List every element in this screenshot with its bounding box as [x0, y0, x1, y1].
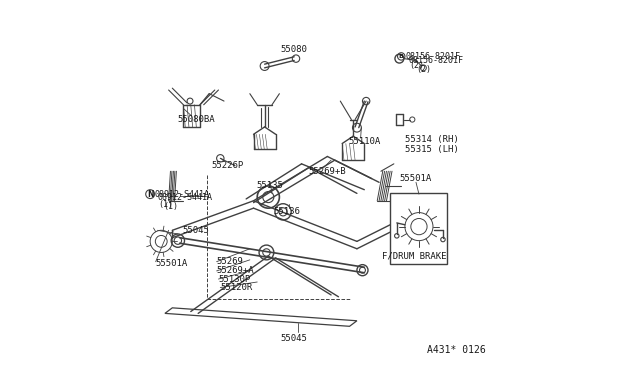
Text: 55269: 55269	[216, 257, 243, 266]
Text: N: N	[147, 190, 154, 199]
Text: B: B	[399, 54, 404, 59]
Text: 55315 (LH): 55315 (LH)	[405, 145, 459, 154]
Text: 55226P: 55226P	[212, 161, 244, 170]
Text: (2): (2)	[416, 65, 431, 74]
Text: 55130P: 55130P	[218, 275, 251, 283]
Text: (2): (2)	[410, 61, 425, 70]
Text: 55269+B: 55269+B	[308, 167, 346, 176]
Text: 55269+A: 55269+A	[216, 266, 254, 275]
Text: 55080BA: 55080BA	[177, 115, 215, 124]
Text: 55501A: 55501A	[156, 259, 188, 268]
Text: 08156-8201F: 08156-8201F	[408, 56, 463, 65]
Text: 55314 (RH): 55314 (RH)	[405, 135, 459, 144]
Text: 55136: 55136	[273, 207, 300, 217]
Text: 55120R: 55120R	[220, 283, 253, 292]
Text: 08156-8201F: 08156-8201F	[406, 52, 461, 61]
Text: 55045: 55045	[183, 226, 210, 235]
Bar	[390, 193, 447, 263]
Text: 55110A: 55110A	[348, 137, 380, 146]
Text: F/DRUM BRAKE: F/DRUM BRAKE	[382, 251, 447, 261]
Text: (1): (1)	[158, 200, 173, 209]
Text: 55045: 55045	[281, 334, 308, 343]
Text: 55080: 55080	[281, 45, 308, 54]
Text: 55135: 55135	[257, 182, 284, 190]
Text: 08912-S441A: 08912-S441A	[155, 190, 210, 199]
Text: (1): (1)	[163, 202, 178, 211]
Text: 55501A: 55501A	[400, 174, 432, 183]
Text: A431* 0126: A431* 0126	[428, 345, 486, 355]
Text: 08912-S441A: 08912-S441A	[157, 193, 212, 202]
